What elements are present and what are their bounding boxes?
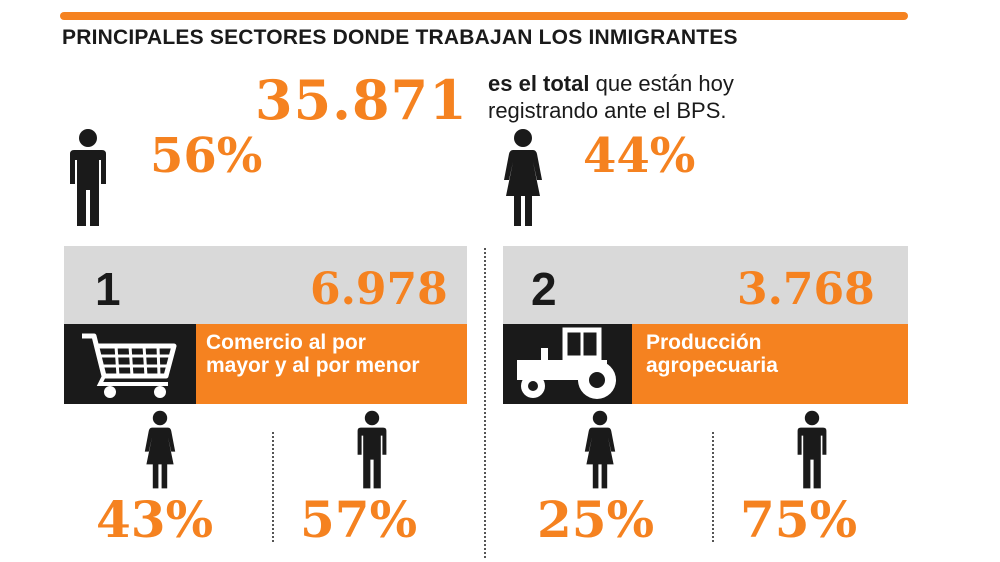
- total-description-bold: es el total: [488, 71, 590, 96]
- sector-2-male-pct: 75%: [740, 490, 858, 549]
- man-icon: [68, 128, 108, 228]
- sector-1-rank: 1: [95, 263, 121, 315]
- sector-1-divider: [272, 432, 274, 542]
- sector-2-header: [503, 246, 908, 324]
- sector-2-count: 3.768: [737, 264, 875, 315]
- woman-icon: [503, 128, 543, 228]
- sector-1-label: Comercio al por mayor y al por menor: [206, 331, 420, 377]
- overall-male-pct: 56%: [150, 128, 263, 184]
- sector-2-label-box: Producción agropecuaria: [632, 324, 908, 404]
- top-accent-bar: [60, 12, 908, 20]
- tractor-icon: [517, 327, 616, 399]
- sector-1-icon-box: [64, 324, 196, 404]
- woman-icon: [142, 410, 178, 490]
- man-icon: [354, 410, 390, 490]
- sector-1-count: 6.978: [310, 264, 448, 315]
- woman-icon: [582, 410, 618, 490]
- shopping-cart-icon: [82, 333, 177, 398]
- sector-2-icon-box: [503, 324, 632, 404]
- total-description-rest: que están hoy registrando ante el BPS.: [488, 71, 734, 123]
- man-icon: [794, 410, 830, 490]
- sector-2-label: Producción agropecuaria: [646, 331, 778, 377]
- infographic-title: PRINCIPALES SECTORES DONDE TRABAJAN LOS …: [62, 26, 738, 49]
- center-divider: [484, 248, 486, 558]
- sector-1-female-pct: 43%: [96, 490, 214, 549]
- sector-2-rank: 2: [531, 263, 557, 315]
- sector-1-label-box: Comercio al por mayor y al por menor: [196, 324, 467, 404]
- total-description: es el total que están hoy registrando an…: [488, 70, 808, 124]
- sector-1-header: [64, 246, 467, 324]
- sector-1-male-pct: 57%: [300, 490, 418, 549]
- overall-female-pct: 44%: [583, 128, 696, 184]
- total-immigrants-value: 35.871: [255, 68, 468, 132]
- sector-2-female-pct: 25%: [537, 490, 655, 549]
- sector-2-divider: [712, 432, 714, 542]
